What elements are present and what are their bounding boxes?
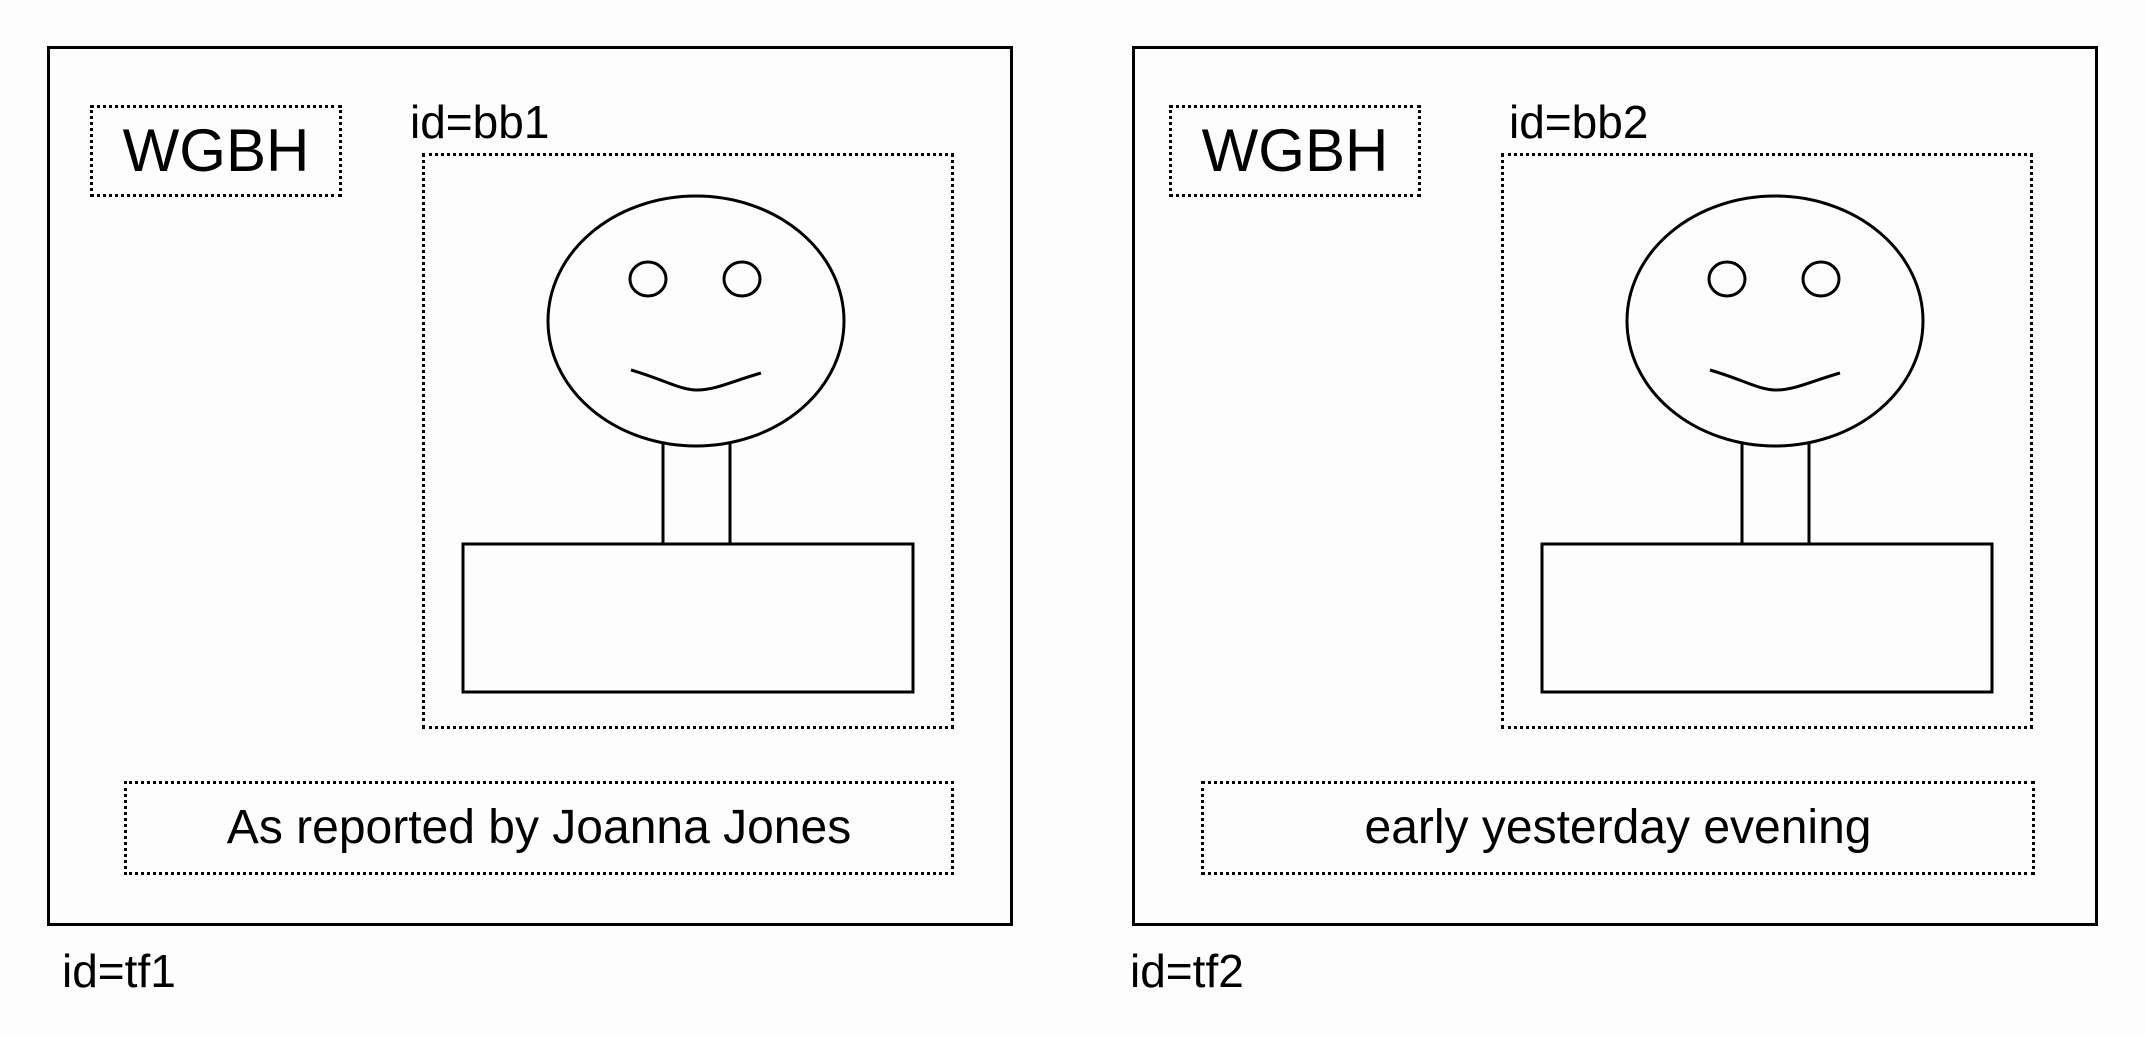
caption-box: As reported by Joanna Jones [124,781,954,875]
logo-box: WGBH [1169,105,1421,197]
mouth-shape [1709,368,1841,392]
right-eye-shape [722,260,762,298]
left-eye-shape [1707,260,1747,298]
image-box [1501,153,2033,729]
caption-text: As reported by Joanna Jones [226,801,852,854]
image-box-id-label: id=bb2 [1509,96,1649,148]
head-shape [546,194,846,448]
frame-id-label: id=tf1 [62,945,176,997]
body-shape [461,542,915,694]
logo-text: WGBH [1201,117,1389,184]
stick-figure-smiley-icon [1540,194,1994,694]
caption-text: early yesterday evening [1364,801,1872,854]
caption-box: early yesterday evening [1201,781,2035,875]
neck-shape [661,444,732,544]
image-box [422,153,954,729]
stick-figure-smiley-icon [461,194,915,694]
logo-box: WGBH [90,105,342,197]
frame-id-label: id=tf2 [1130,945,1244,997]
mouth-shape [630,368,762,392]
logo-text: WGBH [122,117,310,184]
right-eye-shape [1801,260,1841,298]
image-box-id-label: id=bb1 [410,96,550,148]
left-eye-shape [628,260,668,298]
text-frame-1: WGBH id=bb1 As reported by Joanna Jones [47,46,1013,926]
neck-shape [1740,444,1811,544]
head-shape [1625,194,1925,448]
body-shape [1540,542,1994,694]
text-frame-2: WGBH id=bb2 early yesterday evening [1132,46,2098,926]
